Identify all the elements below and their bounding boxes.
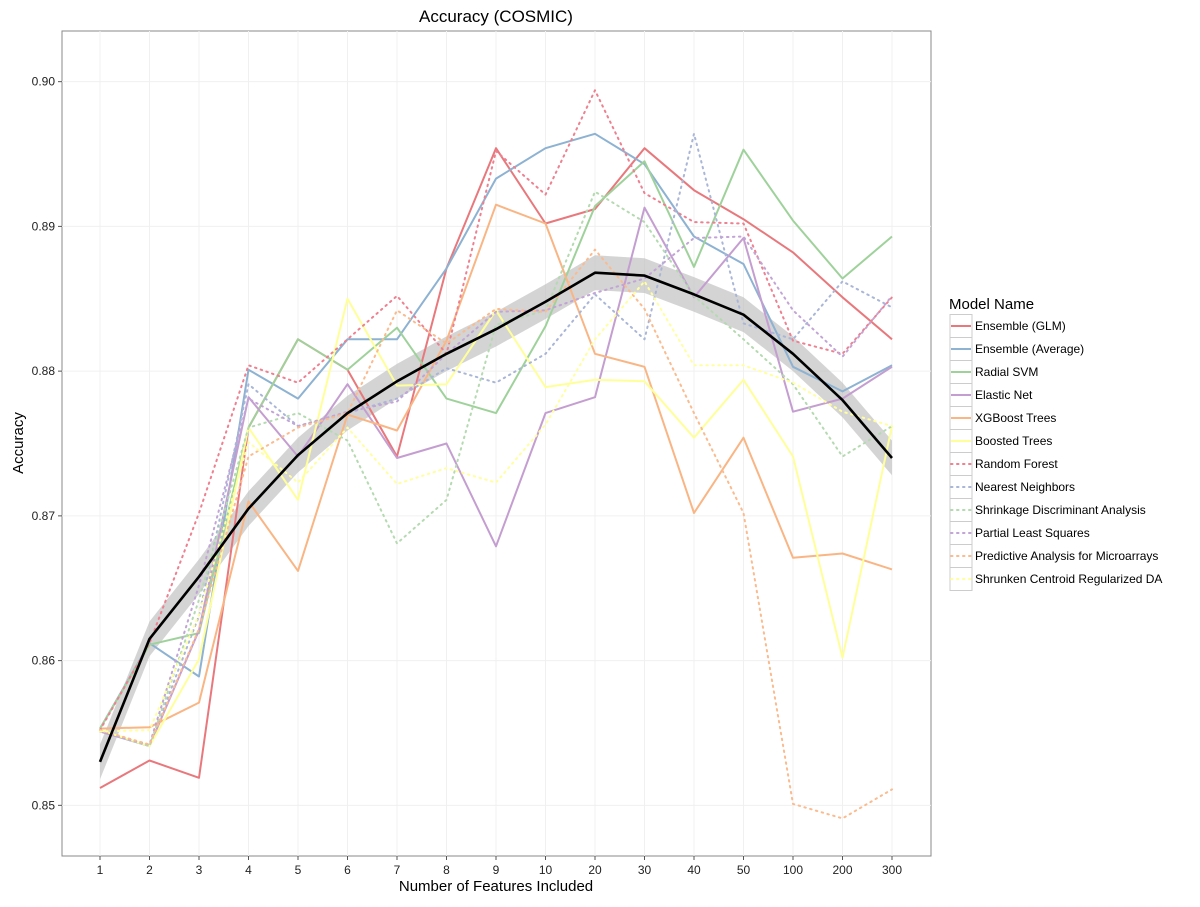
series-line-ensemble-glm bbox=[99, 147, 893, 789]
legend-label: Predictive Analysis for Microarrays bbox=[975, 549, 1158, 563]
x-tick-label: 100 bbox=[783, 863, 803, 877]
legend-label: Elastic Net bbox=[975, 388, 1033, 402]
grid-lines bbox=[62, 31, 931, 856]
series-line-shrinkage-discriminant-analysis bbox=[99, 190, 893, 747]
smooth-trend bbox=[98, 271, 893, 763]
legend-label: Random Forest bbox=[975, 457, 1058, 471]
x-axis: 1 2 3 4 5 6 7 8 9 10 20 30 40 50 100 200 300 bbox=[97, 856, 902, 877]
legend-label: Radial SVM bbox=[975, 365, 1038, 379]
y-tick-label: 0.90 bbox=[32, 75, 56, 89]
x-tick-label: 200 bbox=[832, 863, 852, 877]
x-tick-label: 7 bbox=[394, 863, 401, 877]
series-line-radial-svm bbox=[99, 148, 893, 730]
x-tick-label: 3 bbox=[196, 863, 203, 877]
series-line-predictive-analysis-for-microarrays bbox=[99, 248, 893, 820]
x-tick-label: 10 bbox=[539, 863, 553, 877]
x-tick-label: 300 bbox=[882, 863, 902, 877]
x-tick-label: 20 bbox=[588, 863, 602, 877]
legend-title: Model Name bbox=[949, 296, 1034, 313]
legend-label: Shrunken Centroid Regularized DA bbox=[975, 572, 1162, 586]
legend-label: Nearest Neighbors bbox=[975, 480, 1075, 494]
legend-label: Partial Least Squares bbox=[975, 526, 1090, 540]
series-line-partial-least-squares bbox=[99, 235, 893, 746]
y-tick-label: 0.89 bbox=[32, 219, 56, 233]
x-tick-label: 1 bbox=[97, 863, 104, 877]
y-tick-label: 0.86 bbox=[32, 654, 56, 668]
x-axis-label: Number of Features Included bbox=[399, 878, 593, 895]
x-tick-label: 30 bbox=[638, 863, 652, 877]
x-tick-label: 40 bbox=[687, 863, 701, 877]
x-tick-label: 50 bbox=[737, 863, 751, 877]
y-tick-label: 0.88 bbox=[32, 364, 56, 378]
series-line-xgboost-trees bbox=[99, 203, 893, 730]
x-tick-label: 9 bbox=[493, 863, 500, 877]
chart-title: Accuracy (COSMIC) bbox=[419, 7, 573, 26]
smooth-trend-line bbox=[98, 271, 893, 763]
series-line-shrunken-centroid-regularized-da bbox=[99, 280, 893, 733]
x-tick-label: 4 bbox=[245, 863, 252, 877]
y-tick-label: 0.87 bbox=[32, 509, 56, 523]
y-tick-label: 0.85 bbox=[32, 798, 56, 812]
x-tick-label: 6 bbox=[344, 863, 351, 877]
legend-label: Boosted Trees bbox=[975, 434, 1052, 448]
x-tick-label: 8 bbox=[443, 863, 450, 877]
legend-label: Ensemble (GLM) bbox=[975, 319, 1066, 333]
series-line-random-forest bbox=[99, 89, 893, 732]
legend-label: Shrinkage Discriminant Analysis bbox=[975, 503, 1146, 517]
legend: Model Name Ensemble (GLM) Ensemble (Avera… bbox=[949, 296, 1162, 591]
x-tick-label: 5 bbox=[295, 863, 302, 877]
legend-label: Ensemble (Average) bbox=[975, 342, 1084, 356]
x-tick-label: 2 bbox=[146, 863, 153, 877]
series-line-boosted-trees bbox=[99, 297, 893, 747]
y-axis-label: Accuracy bbox=[10, 412, 27, 474]
y-axis: 0.85 0.86 0.87 0.88 0.89 0.90 bbox=[32, 75, 62, 812]
legend-label: XGBoost Trees bbox=[975, 411, 1056, 425]
series-line-elastic-net bbox=[99, 206, 893, 747]
